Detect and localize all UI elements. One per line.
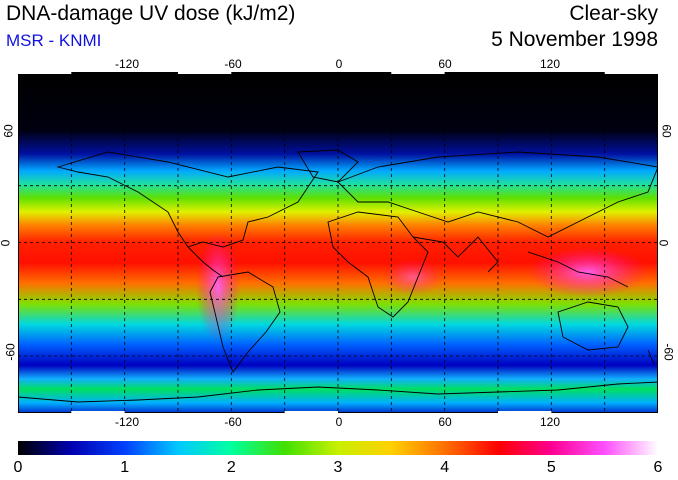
frame-ticks [18,72,658,413]
map-subtitle: MSR - KNMI [6,31,102,50]
coast-central-america [187,246,224,278]
coastlines [18,149,658,403]
lat-label-right-0: 0 [656,239,671,247]
coast-arabia-india [412,236,499,273]
lat-label-left-0: 0 [0,240,12,247]
frame-tick-top-1 [18,72,72,74]
colorbar-label-6: 6 [653,459,663,476]
graticule [18,72,658,413]
colorbar-label-3: 3 [333,459,343,476]
uv-hotspot-africa [383,259,443,295]
colorbar-label-4: 4 [440,459,450,476]
uv-dose-colorbar [18,441,658,455]
lon-label-top-0: 0 [335,57,343,71]
colorbar-label-5: 5 [546,459,556,476]
map-date: 5 November 1998 [491,28,658,51]
colorbar-label-1: 1 [120,459,130,476]
coast-southeast-asia [527,251,629,288]
map-title: DNA-damage UV dose (kJ/m2) [6,2,296,25]
lat-label-right-60: 60 [659,124,674,138]
colorbar-gradient [18,441,658,455]
lon-label-top-60: 60 [438,57,452,71]
lon-label-top-m60: -60 [224,57,242,71]
coast-africa [327,211,429,318]
frame-tick-top-3 [391,72,445,74]
coast-australia [557,301,629,351]
uv-hotspot-indonesia [528,247,648,297]
lon-label-bottom-0: 0 [335,415,343,429]
lon-label-bottom-120: 120 [539,415,561,429]
frame-tick-bottom-3 [498,411,552,413]
lon-label-top-m120: -120 [114,57,140,71]
coast-new-zealand [647,349,655,365]
frame-tick-bottom-2 [284,411,338,413]
uv-dose-map [18,72,658,413]
uv-hotspot-andes [196,232,240,342]
lon-label-bottom-60: 60 [438,415,452,429]
colorbar-label-2: 2 [226,459,236,476]
lat-label-right-m60: -60 [661,343,676,361]
frame-tick-top-4 [604,72,658,74]
coast-antarctica [18,381,658,403]
lon-label-bottom-m60: -60 [224,415,242,429]
sky-condition: Clear-sky [569,2,658,25]
lat-label-left-m60: -60 [3,343,18,361]
coast-europe-asia [337,151,658,238]
frame-tick-top-2 [178,72,232,74]
coast-south-america [209,271,281,373]
colorbar-label-0: 0 [13,459,23,476]
coast-greenland [297,149,359,183]
coast-north-america [56,151,319,248]
lon-label-bottom-m120: -120 [114,415,140,429]
lon-label-top-120: 120 [539,57,561,71]
lat-label-left-60: 60 [1,124,16,138]
frame-tick-bottom-1 [71,411,125,413]
